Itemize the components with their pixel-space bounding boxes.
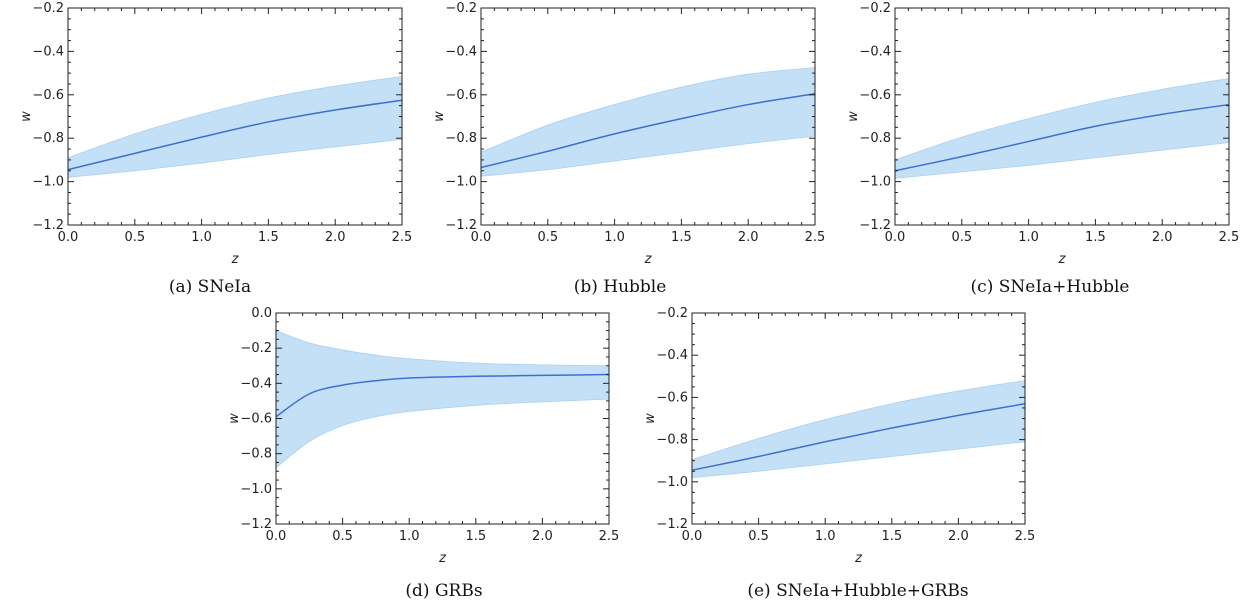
x-tick-label: 0.5 bbox=[124, 230, 145, 245]
y-tick-label: −0.6 bbox=[240, 412, 272, 427]
x-tick-label: 0.5 bbox=[748, 529, 769, 544]
panel-caption: (e) SNeIa+Hubble+GRBs bbox=[747, 581, 968, 601]
panel-3: 0.0 0.5 1.0 1.5 2.0 2.5 −1.2 −1.0 −0.8 −0.6 −0.4 −0… bbox=[846, 1, 1239, 297]
x-tick-label: 1.5 bbox=[881, 529, 902, 544]
y-tick-label: −1.2 bbox=[240, 517, 272, 532]
x-tick-label: 1.5 bbox=[1085, 230, 1106, 245]
y-tick-label: −0.4 bbox=[240, 376, 272, 391]
y-tick-label: −0.6 bbox=[656, 390, 688, 405]
y-tick-label: −1.2 bbox=[859, 218, 891, 233]
x-tick-label: 2.5 bbox=[1219, 230, 1240, 245]
x-tick-label: 0.5 bbox=[537, 230, 558, 245]
best-fit-line bbox=[275, 373, 610, 418]
y-tick-label: −0.8 bbox=[240, 447, 272, 462]
y-axis-label: w bbox=[846, 111, 861, 122]
x-tick-label: 1.0 bbox=[815, 529, 836, 544]
y-tick-label: −0.4 bbox=[445, 44, 477, 59]
x-tick-label: 2.5 bbox=[599, 529, 620, 544]
panel-1: 0.0 0.5 1.0 1.5 2.0 2.5 −1.2 −1.0 −0.8 −0.6 −0.4 −0… bbox=[19, 1, 412, 297]
y-tick-label: −0.4 bbox=[859, 44, 891, 59]
x-tick-label: 0.0 bbox=[471, 230, 492, 245]
x-tick-label: 1.0 bbox=[1018, 230, 1039, 245]
y-axis-label: w bbox=[432, 111, 447, 122]
y-axis-label: w bbox=[227, 413, 242, 424]
best-fit-line bbox=[480, 92, 816, 169]
x-axis-label: z bbox=[438, 551, 447, 566]
x-tick-label: 2.0 bbox=[948, 529, 969, 544]
panel-caption: (a) SNeIa bbox=[169, 277, 251, 297]
panel-5: 0.0 0.5 1.0 1.5 2.0 2.5 −1.2 −1.0 −0.8 −0.6 −0.4 −0… bbox=[643, 306, 1035, 601]
y-axis-label: w bbox=[19, 111, 34, 122]
panel-caption: (b) Hubble bbox=[574, 277, 667, 297]
panel-caption: (d) GRBs bbox=[405, 581, 482, 601]
y-tick-label: −0.2 bbox=[859, 1, 891, 16]
y-tick-label: −1.0 bbox=[656, 475, 688, 490]
x-tick-label: 0.0 bbox=[58, 230, 79, 245]
y-tick-label: −0.2 bbox=[656, 306, 688, 321]
confidence-band bbox=[67, 75, 403, 178]
x-tick-label: 1.0 bbox=[191, 230, 212, 245]
x-axis-label: z bbox=[1058, 252, 1067, 267]
panel-4: 0.0 0.5 1.0 1.5 2.0 2.5 −1.2 −1.0 −0.8 −0.6 −0.4 −0… bbox=[227, 306, 619, 601]
y-tick-label: −0.8 bbox=[859, 131, 891, 146]
y-tick-label: −1.0 bbox=[32, 175, 64, 190]
y-tick-label: −1.0 bbox=[240, 482, 272, 497]
y-tick-label: −0.2 bbox=[32, 1, 64, 16]
y-tick-label: −0.2 bbox=[240, 341, 272, 356]
x-axis-label: z bbox=[231, 252, 240, 267]
y-tick-label: −1.0 bbox=[859, 175, 891, 190]
x-tick-label: 0.0 bbox=[885, 230, 906, 245]
y-tick-label: −0.8 bbox=[656, 433, 688, 448]
x-tick-label: 1.5 bbox=[671, 230, 692, 245]
x-tick-label: 2.0 bbox=[738, 230, 759, 245]
x-tick-label: 2.0 bbox=[532, 529, 553, 544]
y-tick-label: −1.2 bbox=[656, 517, 688, 532]
panel-caption: (c) SNeIa+Hubble bbox=[971, 277, 1130, 297]
x-tick-label: 2.5 bbox=[392, 230, 413, 245]
best-fit-line bbox=[67, 99, 403, 171]
y-tick-label: −0.4 bbox=[656, 348, 688, 363]
y-tick-label: −0.6 bbox=[859, 88, 891, 103]
x-tick-label: 1.5 bbox=[465, 529, 486, 544]
y-tick-label: −0.6 bbox=[32, 88, 64, 103]
x-tick-label: 1.0 bbox=[399, 529, 420, 544]
y-tick-label: −0.4 bbox=[32, 44, 64, 59]
confidence-band bbox=[275, 330, 610, 469]
confidence-band bbox=[691, 380, 1026, 479]
x-axis-label: z bbox=[644, 252, 653, 267]
x-tick-label: 2.0 bbox=[1152, 230, 1173, 245]
confidence-band bbox=[894, 78, 1230, 179]
x-tick-label: 0.0 bbox=[266, 529, 287, 544]
y-tick-label: −1.2 bbox=[32, 218, 64, 233]
x-axis-label: z bbox=[854, 551, 863, 566]
y-tick-label: −1.2 bbox=[445, 218, 477, 233]
y-tick-label: −0.6 bbox=[445, 88, 477, 103]
y-tick-label: −0.8 bbox=[32, 131, 64, 146]
y-tick-label: −0.8 bbox=[445, 131, 477, 146]
panel-2: 0.0 0.5 1.0 1.5 2.0 2.5 −1.2 −1.0 −0.8 −0.6 −0.4 −0… bbox=[432, 1, 825, 297]
x-tick-label: 2.5 bbox=[805, 230, 826, 245]
x-tick-label: 2.0 bbox=[325, 230, 346, 245]
best-fit-line bbox=[691, 402, 1026, 471]
x-tick-label: 1.5 bbox=[258, 230, 279, 245]
x-tick-label: 2.5 bbox=[1015, 529, 1036, 544]
confidence-band bbox=[480, 67, 816, 177]
x-tick-label: 0.5 bbox=[332, 529, 353, 544]
x-tick-label: 0.5 bbox=[951, 230, 972, 245]
x-tick-label: 1.0 bbox=[604, 230, 625, 245]
y-axis-label: w bbox=[643, 413, 658, 424]
best-fit-line bbox=[894, 103, 1230, 172]
x-tick-label: 0.0 bbox=[682, 529, 703, 544]
y-tick-label: 0.0 bbox=[251, 306, 272, 321]
y-tick-label: −0.2 bbox=[445, 1, 477, 16]
y-tick-label: −1.0 bbox=[445, 175, 477, 190]
